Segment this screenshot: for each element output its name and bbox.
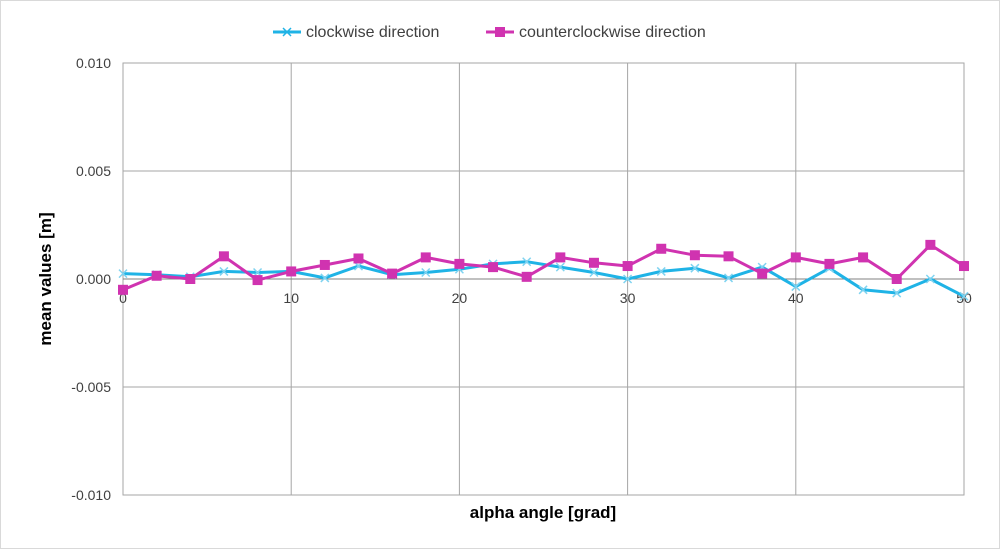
gridlines	[122, 62, 965, 496]
x-tick-label: 0	[119, 290, 127, 306]
data-point	[689, 250, 700, 261]
legend-label-counterclockwise: counterclockwise direction	[519, 24, 706, 41]
series-layer	[118, 239, 969, 301]
data-point	[959, 261, 969, 272]
data-point	[622, 261, 633, 272]
data-point	[185, 274, 196, 284]
legend: clockwise direction counterclockwise dir…	[273, 24, 706, 41]
y-tick-label: -0.010	[71, 487, 111, 503]
data-point	[420, 252, 431, 263]
data-point	[151, 270, 162, 281]
data-point	[925, 274, 935, 284]
data-point	[790, 252, 801, 263]
data-point	[791, 282, 801, 292]
data-point	[555, 262, 565, 272]
data-point	[219, 266, 229, 276]
data-point	[118, 269, 128, 279]
data-point	[521, 271, 532, 282]
data-point	[824, 258, 835, 269]
legend-item-counterclockwise: counterclockwise direction	[486, 24, 706, 41]
legend-label-clockwise: clockwise direction	[306, 24, 439, 41]
x-tick-label: 20	[452, 290, 468, 306]
data-point	[858, 285, 868, 295]
data-point	[252, 275, 263, 286]
data-point	[588, 257, 599, 268]
series-counterclockwise	[118, 239, 969, 295]
legend-marker-square-icon	[495, 27, 505, 37]
data-point	[218, 251, 229, 262]
series-line	[122, 243, 965, 292]
data-point	[959, 291, 969, 301]
data-point	[623, 274, 633, 284]
data-point	[656, 266, 666, 276]
series-line	[122, 260, 965, 298]
data-point	[319, 259, 330, 270]
x-axis-title: alpha angle [grad]	[470, 503, 616, 522]
data-point	[723, 273, 734, 283]
data-point	[387, 268, 398, 279]
data-point	[656, 243, 667, 254]
y-tick-label: 0.000	[76, 271, 111, 287]
x-tick-label: 30	[620, 290, 636, 306]
data-point	[320, 273, 330, 283]
data-point	[353, 253, 364, 264]
x-tick-labels: 0 10 20 30 40 50	[119, 290, 972, 306]
data-point	[690, 263, 700, 273]
data-point	[925, 239, 936, 250]
x-tick-label: 40	[788, 290, 804, 306]
legend-item-clockwise: clockwise direction	[273, 24, 439, 41]
y-tick-label: 0.010	[76, 55, 111, 71]
x-tick-label: 10	[283, 290, 299, 306]
data-point	[555, 252, 566, 263]
legend-marker-x-icon	[282, 27, 292, 37]
y-axis-title: mean values [m]	[36, 212, 55, 345]
y-tick-label: -0.005	[71, 379, 111, 395]
y-tick-label: 0.005	[76, 163, 111, 179]
data-point	[892, 288, 902, 298]
data-point	[286, 266, 297, 277]
data-point	[757, 268, 768, 279]
y-tick-labels: 0.010 0.005 0.000 -0.005 -0.010	[71, 55, 111, 503]
data-point	[522, 257, 532, 267]
data-point	[488, 262, 499, 273]
data-point	[858, 252, 869, 263]
data-point	[723, 251, 734, 262]
data-point	[589, 267, 599, 278]
data-point	[454, 258, 465, 269]
data-point	[118, 284, 128, 295]
data-point	[421, 267, 431, 278]
data-point	[891, 274, 902, 284]
